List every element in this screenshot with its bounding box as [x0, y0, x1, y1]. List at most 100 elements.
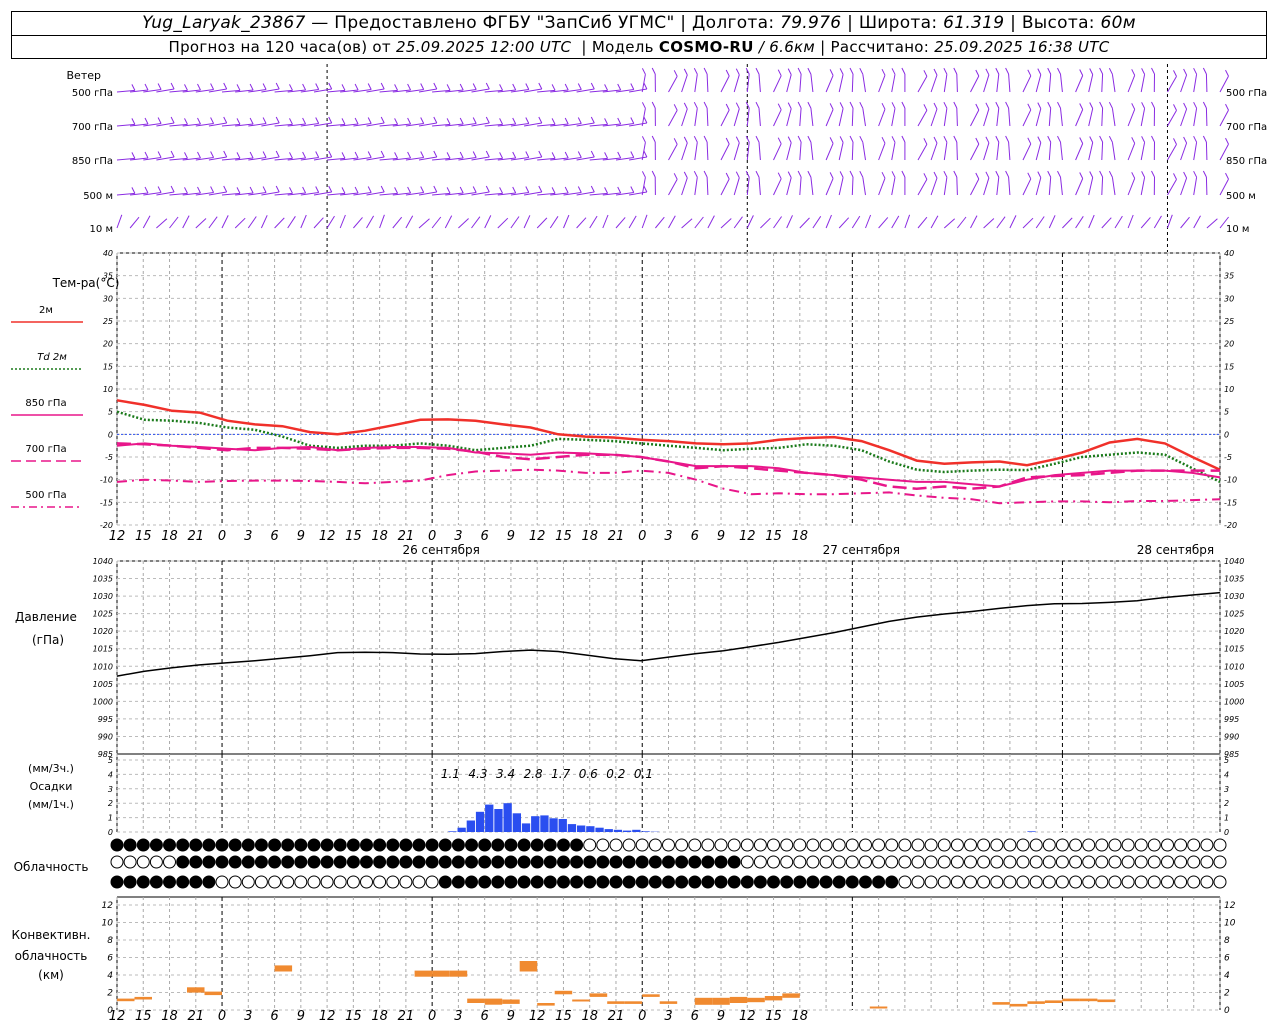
wind-barb: [537, 157, 556, 161]
wind-barb-flag: [995, 101, 1000, 109]
wind-barb-flag: [420, 151, 425, 158]
cloud-cover-symbol: [950, 838, 964, 852]
conv-ytick-right: 6: [1224, 954, 1230, 964]
wind-barb: [891, 177, 896, 196]
wind-barb: [1140, 177, 1146, 196]
cloud-cover-symbol: [1016, 855, 1030, 869]
wind-barb: [943, 74, 948, 93]
precip-ytick-left: 2: [108, 799, 113, 808]
wind-barb: [1060, 108, 1063, 127]
cloud-cover-symbol: [767, 875, 780, 889]
wind-barb-flag: [933, 136, 938, 144]
temp-xtick: 18: [792, 529, 809, 544]
wind-barb: [825, 178, 834, 196]
wind-barb-flag: [683, 171, 688, 179]
wind-barb-flag: [1193, 101, 1198, 109]
wind-barb: [758, 142, 761, 161]
wind-barb-flag: [881, 136, 886, 144]
wind-barb-flag: [1047, 67, 1052, 75]
wind-barb: [956, 176, 958, 196]
wind-barb: [1180, 216, 1190, 229]
conv-cloud-bar: [782, 993, 800, 998]
wind-barb: [510, 192, 529, 196]
wind-barb: [1140, 217, 1151, 229]
wind-barb: [1008, 176, 1011, 196]
precip-bar: [521, 823, 531, 832]
conv-cloud-bar: [554, 990, 573, 995]
wind-barb-flag: [512, 151, 517, 159]
wind-barb-flag: [341, 118, 346, 125]
wind-barb-flag: [604, 118, 609, 125]
wind-barb: [917, 76, 928, 93]
wind-barb: [1205, 73, 1208, 93]
precip-total-3h: 2.8: [524, 767, 543, 781]
cloud-cover-symbol: [202, 838, 216, 852]
wind-barb-flag: [891, 136, 896, 143]
cloud-cover-symbol: [399, 855, 413, 869]
precip-bar: [595, 827, 604, 832]
lon-label: Долгота:: [692, 13, 775, 33]
wind-barb: [862, 108, 866, 127]
wind-barb: [576, 191, 595, 196]
wind-barb: [116, 157, 135, 161]
temp-legend-label: 2м: [39, 305, 53, 316]
wind-barb: [970, 215, 978, 229]
wind-barb-flag: [1099, 101, 1104, 109]
wind-barb-flag: [354, 151, 359, 159]
wind-barb-flag: [394, 118, 399, 125]
conv-xtick: 3: [244, 1009, 252, 1024]
wind-barb-flag: [1057, 135, 1061, 143]
cloud-cover-symbol: [517, 875, 531, 889]
precip-total-3h: 0.1: [634, 767, 653, 781]
cloud-cover-symbol: [399, 838, 413, 852]
conv-cloud-bar: [694, 997, 713, 1005]
wind-barb: [1075, 143, 1084, 161]
cloud-cover-symbol: [1082, 838, 1096, 852]
wind-barb-flag: [144, 117, 149, 125]
temp-xtick: 0: [638, 529, 646, 544]
cloud-cover-symbol: [1003, 855, 1017, 869]
cloud-cover-symbol: [425, 875, 439, 889]
temp-xtick: 12: [739, 529, 756, 544]
wind-barb: [169, 123, 188, 127]
wind-barb-flag: [590, 150, 595, 158]
wind-barb: [1193, 74, 1198, 93]
wind-barb-flag: [302, 186, 307, 194]
precip-ytick-right: 3: [1224, 785, 1229, 794]
cloud-cover-symbol: [333, 855, 347, 869]
wind-barb: [287, 216, 296, 229]
wind-barb: [668, 179, 678, 196]
temp-ytick-right: 10: [1224, 385, 1234, 394]
wind-barb-flag: [617, 83, 622, 91]
wind-barb-flag: [525, 186, 530, 193]
wind-barb: [786, 215, 793, 229]
wind-barb-flag: [1202, 135, 1207, 143]
wind-barb-flag: [1005, 170, 1010, 178]
temp-legend-label: 850 гПа: [25, 398, 66, 409]
cloud-cover-symbol: [1055, 838, 1069, 852]
wind-barb-flag: [525, 117, 530, 124]
pressure-ytick-left: 1025: [93, 610, 113, 619]
wind-barb: [1035, 142, 1042, 161]
wind-barb-flag: [1193, 67, 1198, 75]
cloud-cover-symbol: [609, 838, 623, 852]
cloud-cover-symbol: [504, 875, 518, 889]
pressure-ytick-right: 1015: [1224, 645, 1244, 654]
wind-barb: [418, 88, 437, 93]
conv-xtick: 12: [529, 1009, 546, 1024]
wind-barb: [444, 215, 453, 229]
wind-barb-flag: [755, 101, 760, 109]
wind-barb-flag: [249, 83, 254, 91]
wind-barb-flag: [210, 151, 215, 158]
wind-barb-flag: [328, 116, 333, 124]
wind-barb: [694, 216, 704, 229]
wind-barb-flag: [170, 82, 175, 90]
wind-barb: [235, 192, 254, 196]
wind-barb-flag: [797, 67, 802, 75]
wind-barb: [799, 73, 802, 93]
wind-barb: [418, 156, 437, 161]
wind-barb: [300, 123, 319, 127]
precip-bar: [485, 804, 494, 832]
wind-barb-flag: [433, 116, 438, 124]
cloud-cover-symbol: [950, 875, 964, 889]
